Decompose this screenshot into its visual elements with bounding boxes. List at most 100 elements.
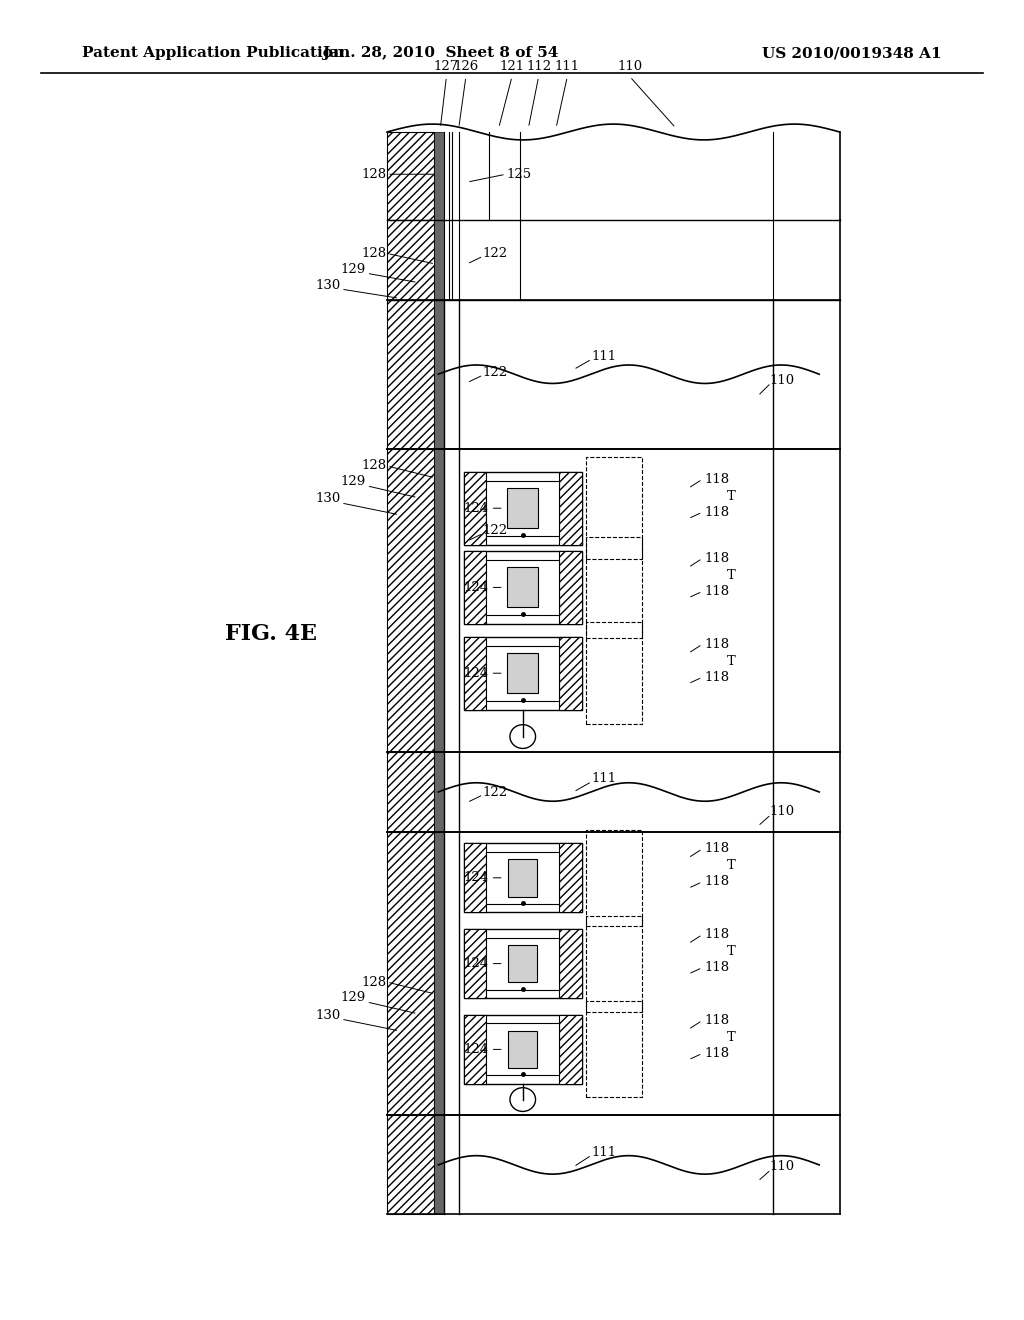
Text: US 2010/0019348 A1: US 2010/0019348 A1 (763, 46, 942, 61)
Bar (434, 220, 444, 300)
Text: 127: 127 (434, 59, 459, 73)
Bar (464, 843, 582, 912)
Bar (508, 945, 538, 982)
Text: 111: 111 (592, 1146, 616, 1159)
Text: 118: 118 (705, 928, 729, 941)
Text: 118: 118 (705, 842, 729, 855)
Text: 121: 121 (500, 59, 524, 73)
Text: 111: 111 (592, 772, 616, 785)
Bar (464, 929, 486, 998)
Bar (387, 449, 434, 752)
Bar (508, 859, 538, 896)
Bar (387, 132, 434, 220)
Bar (387, 220, 434, 300)
Text: T: T (727, 569, 735, 582)
Text: 118: 118 (705, 1047, 729, 1060)
Bar (387, 832, 434, 1115)
Bar (464, 471, 582, 544)
Bar (464, 636, 486, 710)
Text: 128: 128 (361, 975, 386, 989)
Bar (387, 752, 434, 832)
Bar (586, 458, 642, 560)
Text: 118: 118 (705, 875, 729, 888)
Text: T: T (727, 859, 735, 873)
Bar (508, 1031, 538, 1068)
Bar (464, 843, 486, 912)
Text: 129: 129 (341, 263, 366, 276)
Bar (464, 929, 582, 998)
Bar (507, 653, 539, 693)
Bar (586, 536, 642, 638)
Bar (387, 300, 434, 449)
Text: 110: 110 (770, 374, 795, 387)
Text: 118: 118 (705, 638, 729, 651)
Bar (486, 937, 559, 990)
Bar (464, 471, 486, 544)
Text: 130: 130 (315, 492, 340, 506)
Text: 124: 124 (464, 667, 488, 680)
Text: 118: 118 (705, 1014, 729, 1027)
Text: 111: 111 (592, 350, 616, 363)
Text: 124: 124 (464, 957, 488, 970)
Text: 110: 110 (617, 59, 642, 73)
Text: 118: 118 (705, 552, 729, 565)
Bar (486, 560, 559, 615)
Text: 129: 129 (341, 475, 366, 488)
Bar (586, 830, 642, 925)
Text: FIG. 4E: FIG. 4E (225, 623, 317, 644)
Text: 128: 128 (361, 459, 386, 473)
Text: 110: 110 (770, 1160, 795, 1173)
Bar (586, 916, 642, 1011)
Text: 124: 124 (464, 871, 488, 884)
Bar (434, 1115, 444, 1214)
Text: T: T (727, 490, 735, 503)
Text: 118: 118 (705, 961, 729, 974)
Text: T: T (727, 655, 735, 668)
Text: T: T (727, 1031, 735, 1044)
Bar (559, 843, 582, 912)
Bar (507, 488, 539, 528)
Bar (586, 623, 642, 723)
Bar (434, 832, 444, 1115)
Text: 122: 122 (482, 524, 507, 537)
Bar (559, 929, 582, 998)
Text: 122: 122 (482, 785, 507, 799)
Bar (559, 1015, 582, 1084)
Text: 122: 122 (482, 247, 507, 260)
Text: 110: 110 (770, 805, 795, 818)
Ellipse shape (510, 1088, 536, 1111)
Bar (387, 1115, 434, 1214)
Text: 118: 118 (705, 585, 729, 598)
Bar (486, 851, 559, 904)
Text: 129: 129 (341, 991, 366, 1005)
Text: T: T (727, 945, 735, 958)
Text: 124: 124 (464, 1043, 488, 1056)
Bar (464, 1015, 582, 1084)
Bar (507, 568, 539, 607)
Bar (434, 449, 444, 752)
Bar (464, 552, 582, 623)
Text: 124: 124 (464, 502, 488, 515)
Bar (434, 132, 444, 220)
Bar (559, 636, 582, 710)
Bar (559, 552, 582, 623)
Ellipse shape (510, 725, 536, 748)
Text: 122: 122 (482, 366, 507, 379)
Bar (464, 636, 582, 710)
Text: Patent Application Publication: Patent Application Publication (82, 46, 344, 61)
Text: 111: 111 (555, 59, 580, 73)
Bar (486, 645, 559, 701)
Text: 130: 130 (315, 279, 340, 292)
Bar (464, 552, 486, 623)
Bar (559, 471, 582, 544)
Text: 124: 124 (464, 581, 488, 594)
Text: 125: 125 (507, 168, 531, 181)
Bar (464, 1015, 486, 1084)
Text: 118: 118 (705, 506, 729, 519)
Text: 126: 126 (454, 59, 478, 73)
Bar (486, 480, 559, 536)
Text: 112: 112 (526, 59, 551, 73)
Text: Jan. 28, 2010  Sheet 8 of 54: Jan. 28, 2010 Sheet 8 of 54 (323, 46, 558, 61)
Bar (434, 300, 444, 449)
Bar (486, 1023, 559, 1076)
